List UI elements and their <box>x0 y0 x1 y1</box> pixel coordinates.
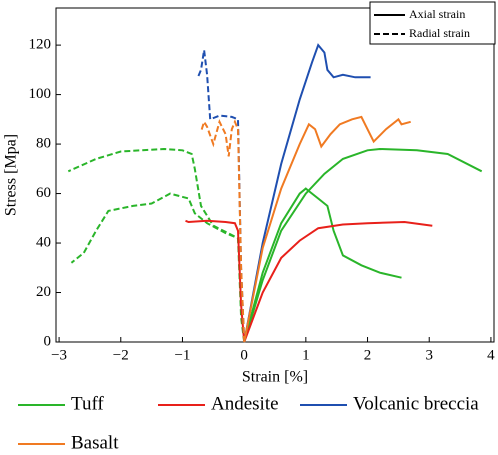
legend-label: Basalt <box>71 432 119 453</box>
style-legend-label: Radial strain <box>409 26 470 40</box>
y-tick-label: 60 <box>36 185 51 201</box>
x-tick-label: 4 <box>487 347 495 363</box>
curve <box>243 115 411 343</box>
curve <box>67 147 246 343</box>
curve <box>185 219 246 343</box>
curve <box>243 187 402 343</box>
y-tick-label: 100 <box>29 86 52 102</box>
curve <box>243 220 433 343</box>
style-legend-label: Axial strain <box>409 7 465 21</box>
y-tick-label: 80 <box>36 136 51 152</box>
y-tick-label: 120 <box>29 37 52 53</box>
x-tick-label: 2 <box>364 347 372 363</box>
style-legend-box <box>369 1 496 45</box>
legend-label: Volcanic breccia <box>353 393 479 414</box>
curve <box>243 43 371 343</box>
y-tick-label: 40 <box>36 234 51 250</box>
y-axis-label: Stress [Mpa] <box>3 134 20 216</box>
y-tick-label: 20 <box>36 284 51 300</box>
x-tick-label: −1 <box>174 347 190 363</box>
curve <box>70 192 246 343</box>
legend-label: Andesite <box>211 393 279 414</box>
legend-label: Tuff <box>71 393 104 414</box>
plot-frame <box>55 7 495 343</box>
curve <box>243 147 483 343</box>
x-tick-label: −3 <box>51 347 67 363</box>
x-tick-label: 1 <box>302 347 310 363</box>
x-tick-label: 0 <box>240 347 248 363</box>
y-tick-label: 0 <box>44 333 52 349</box>
x-tick-label: −2 <box>113 347 129 363</box>
x-tick-label: 3 <box>425 347 433 363</box>
curve <box>196 49 246 343</box>
x-axis-label: Strain [%] <box>242 369 308 386</box>
curve <box>200 119 246 343</box>
